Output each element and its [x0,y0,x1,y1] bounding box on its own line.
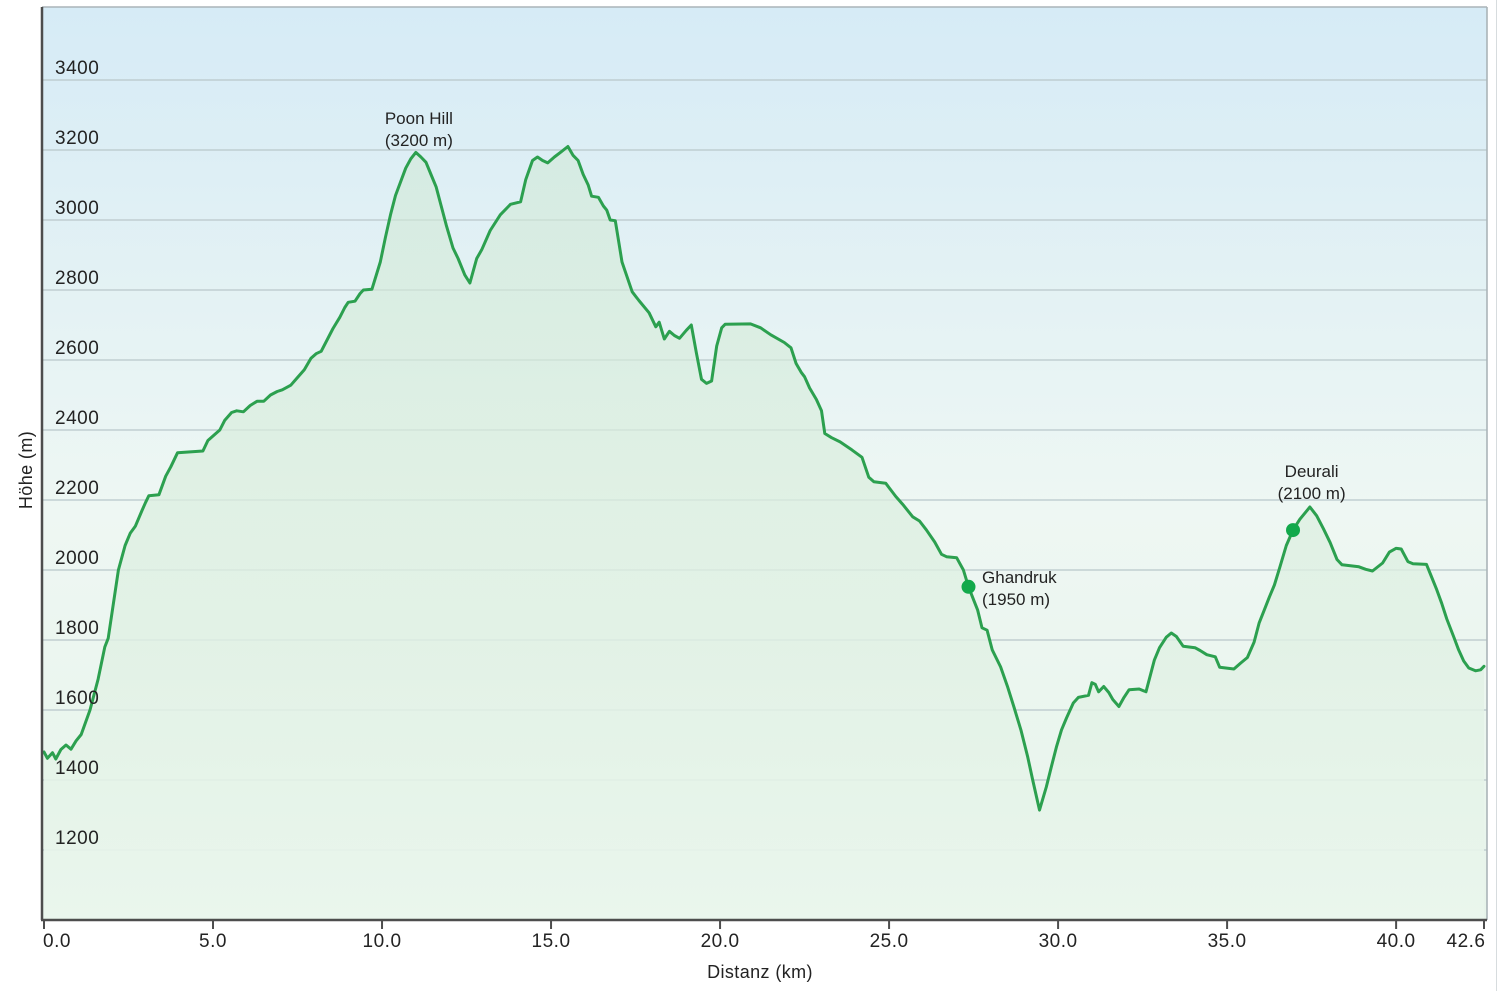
waypoint-dot [961,579,976,594]
annotation-elevation: (2100 m) [1278,484,1346,503]
x-tick-label: 20.0 [701,931,740,952]
y-tick-label: 1200 [55,828,99,849]
x-tick-label: 0.0 [43,931,71,952]
annotation-elevation: (3200 m) [385,131,453,150]
y-tick-label: 2800 [55,268,99,289]
x-tick-label: 15.0 [532,931,571,952]
x-tick-label: 10.0 [363,931,402,952]
y-tick-label: 2200 [55,478,99,499]
window-edge-line [1496,0,1497,991]
y-axis-title: Höhe (m) [16,430,36,510]
y-tick-label: 2000 [55,548,99,569]
x-axis-title: Distanz (km) [707,962,813,982]
y-tick-label: 2400 [55,408,99,429]
annotation-elevation: (1950 m) [982,590,1050,609]
y-tick-label: 3000 [55,198,99,219]
y-tick-label: 1400 [55,758,99,779]
x-tick-label: 42.6 [1447,931,1486,952]
x-tick-label: 30.0 [1039,931,1078,952]
annotation-label: Deurali [1285,462,1339,481]
x-tick-label: 40.0 [1377,931,1416,952]
x-tick-label: 5.0 [199,931,227,952]
elevation-area [44,146,1484,920]
x-tick-label: 25.0 [870,931,909,952]
y-tick-label: 1600 [55,688,99,709]
elevation-line [42,145,1486,812]
x-tick-label: 35.0 [1208,931,1247,952]
annotation-label: Ghandruk [982,568,1057,587]
y-tick-label: 2600 [55,338,99,359]
annotation-label: Poon Hill [385,109,453,128]
waypoint-dot [1286,523,1301,538]
y-tick-label: 1800 [55,618,99,639]
y-tick-label: 3400 [55,58,99,79]
y-tick-label: 3200 [55,128,99,149]
